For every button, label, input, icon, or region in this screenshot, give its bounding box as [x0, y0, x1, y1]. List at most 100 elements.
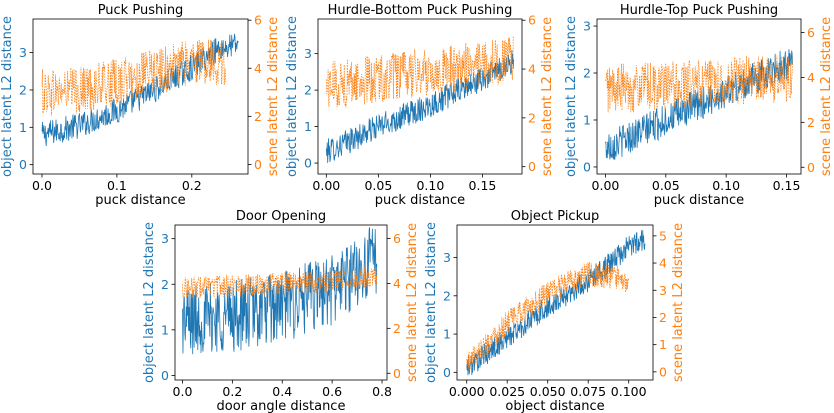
y-left-axis-label: object latent L2 distance	[0, 16, 15, 177]
y-right-tick-label: 2	[807, 115, 815, 130]
y-left-tick-label: 3	[583, 19, 591, 34]
y-right-tick-label: 0	[528, 159, 536, 174]
x-tick-label: 0.075	[570, 384, 606, 399]
x-axis-label: puck distance	[95, 193, 185, 208]
y-left-tick-label: 1	[583, 112, 591, 127]
y-left-tick-label: 1	[161, 322, 169, 337]
y-left-tick-label: 0	[304, 156, 312, 171]
y-right-tick-label: 2	[393, 321, 401, 336]
y-right-tick-label: 3	[659, 283, 667, 298]
x-axis-label: door angle distance	[217, 399, 346, 413]
y-left-tick-label: 3	[304, 46, 312, 61]
y-right-tick-label: 0	[254, 157, 262, 172]
y-left-tick-label: 2	[443, 288, 451, 303]
x-tick-label: 0.10	[416, 178, 444, 193]
y-left-tick-label: 0	[443, 365, 451, 380]
subplot-0: 0.0 0.1 0.2 0 1 2 3 0 2 4 6 Puck Pushing puck distan…	[0, 3, 281, 208]
y-right-tick-label: 6	[528, 13, 536, 28]
y-right-tick-label: 6	[807, 25, 815, 40]
x-tick-label: 0.6	[322, 384, 342, 399]
y-right-axis-label: scene latent L2 distance	[671, 223, 686, 382]
y-right-tick-label: 4	[807, 70, 815, 85]
y-right-tick-label: 5	[659, 228, 667, 243]
y-left-axis-label: object latent L2 distance	[564, 16, 579, 177]
y-left-tick-label: 0	[19, 157, 27, 172]
y-left-tick-label: 3	[443, 250, 451, 265]
y-right-axis-label: scene latent L2 distance	[819, 17, 834, 176]
x-tick-label: 0.05	[652, 178, 680, 193]
y-left-tick-label: 2	[304, 83, 312, 98]
y-left-tick-label: 1	[443, 327, 451, 342]
plot-frame	[596, 18, 802, 175]
y-left-axis-label: object latent L2 distance	[285, 16, 300, 177]
plot-frame	[32, 18, 249, 175]
x-tick-label: 0.05	[364, 178, 392, 193]
y-left-tick-label: 3	[161, 231, 169, 246]
y-right-tick-label: 6	[393, 231, 401, 246]
x-tick-label: 0.4	[272, 384, 292, 399]
x-tick-label: 0.00	[592, 178, 620, 193]
subplot-1: 0.00 0.05 0.10 0.15 0 1 2 3 0 2 4 6 Hurdle-Bottom Pu…	[285, 3, 555, 208]
y-right-axis-label: scene latent L2 distance	[266, 17, 281, 176]
x-tick-label: 0.000	[449, 384, 485, 399]
object-distance-line	[605, 49, 793, 160]
y-left-tick-label: 2	[19, 82, 27, 97]
y-right-tick-label: 0	[659, 364, 667, 379]
y-left-tick-label: 1	[304, 119, 312, 134]
y-right-axis-label: scene latent L2 distance	[540, 17, 555, 176]
object-distance-line	[466, 230, 646, 376]
scene-distance-line	[182, 267, 378, 299]
scene-distance-line	[41, 39, 226, 116]
object-distance-line	[182, 227, 378, 355]
y-left-axis-label: object latent L2 distance	[424, 222, 439, 383]
x-tick-label: 0.15	[469, 178, 497, 193]
subplot-4: 0.000 0.025 0.050 0.075 0.100 0 1 2 3 0 1 2 3 4 5 Objec…	[424, 209, 686, 413]
x-axis-label: puck distance	[375, 193, 465, 208]
y-left-tick-label: 1	[19, 120, 27, 135]
y-left-tick-label: 2	[583, 66, 591, 81]
chart-title: Hurdle-Bottom Puck Pushing	[328, 3, 513, 18]
plot-frame	[317, 18, 523, 175]
y-right-tick-label: 2	[254, 109, 262, 124]
scene-distance-line	[325, 36, 515, 108]
x-axis-label: puck distance	[654, 193, 744, 208]
y-left-tick-label: 3	[19, 45, 27, 60]
x-tick-label: 0.025	[489, 384, 525, 399]
x-tick-label: 0.1	[107, 178, 127, 193]
y-right-axis-label: scene latent L2 distance	[405, 223, 420, 382]
y-right-tick-label: 6	[254, 13, 262, 28]
y-left-tick-label: 2	[161, 277, 169, 292]
y-left-tick-label: 0	[161, 368, 169, 383]
x-tick-label: 0.0	[32, 178, 52, 193]
y-right-tick-label: 2	[528, 110, 536, 125]
scene-distance-line	[466, 262, 630, 371]
plot-frame	[456, 224, 654, 381]
x-tick-label: 0.2	[182, 178, 202, 193]
y-left-tick-label: 0	[583, 159, 591, 174]
x-tick-label: 0.100	[611, 384, 647, 399]
chart-title: Puck Pushing	[98, 3, 184, 18]
subplot-2: 0.00 0.05 0.10 0.15 0 1 2 3 0 2 4 6 Hurdle-Top Puck …	[564, 3, 834, 208]
x-tick-label: 0.050	[530, 384, 566, 399]
plot-frame	[174, 224, 388, 381]
chart-title: Door Opening	[236, 209, 326, 224]
y-left-axis-label: object latent L2 distance	[142, 222, 157, 383]
y-right-tick-label: 4	[254, 61, 262, 76]
y-right-tick-label: 0	[393, 366, 401, 381]
x-tick-label: 0.2	[222, 384, 242, 399]
x-tick-label: 0.0	[173, 384, 193, 399]
y-right-tick-label: 4	[528, 62, 536, 77]
chart-title: Hurdle-Top Puck Pushing	[620, 3, 778, 18]
x-tick-label: 0.10	[712, 178, 740, 193]
x-tick-label: 0.00	[312, 178, 340, 193]
x-tick-label: 0.15	[773, 178, 801, 193]
y-right-tick-label: 4	[393, 276, 401, 291]
x-tick-label: 0.8	[372, 384, 392, 399]
object-distance-line	[325, 49, 515, 163]
y-right-tick-label: 2	[659, 310, 667, 325]
y-right-tick-label: 1	[659, 337, 667, 352]
chart-title: Object Pickup	[511, 209, 599, 224]
y-right-tick-label: 4	[659, 256, 667, 271]
